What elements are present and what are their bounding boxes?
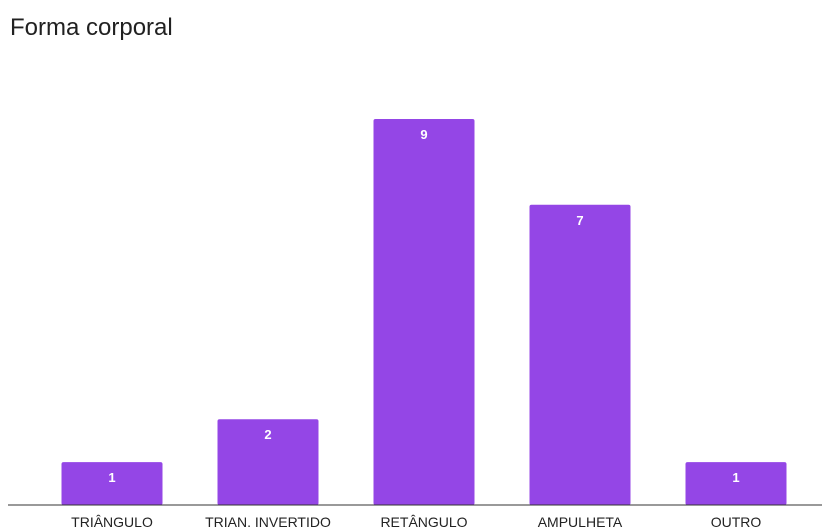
data-label-1: 2 (264, 427, 271, 442)
bar-4 (685, 462, 787, 505)
category-label-0: TRIÂNGULO (71, 514, 153, 530)
category-label-2: RETÂNGULO (380, 514, 467, 530)
bar-0 (61, 462, 163, 505)
data-label-2: 9 (420, 127, 427, 142)
category-label-1: TRIAN. INVERTIDO (205, 514, 331, 530)
category-label-4: OUTRO (711, 514, 762, 530)
category-labels-group: TRIÂNGULO TRIAN. INVERTIDO RETÂNGULO AMPULH… (71, 514, 761, 530)
bars-group: 1 2 9 7 1 (61, 119, 787, 505)
data-label-0: 1 (108, 470, 115, 485)
chart-title: Forma corporal (10, 14, 173, 41)
bar-2 (373, 119, 475, 505)
data-label-4: 1 (732, 470, 739, 485)
data-label-3: 7 (576, 213, 583, 228)
bar-3 (529, 204, 631, 505)
bar-1 (217, 419, 319, 505)
category-label-3: AMPULHETA (538, 514, 623, 530)
